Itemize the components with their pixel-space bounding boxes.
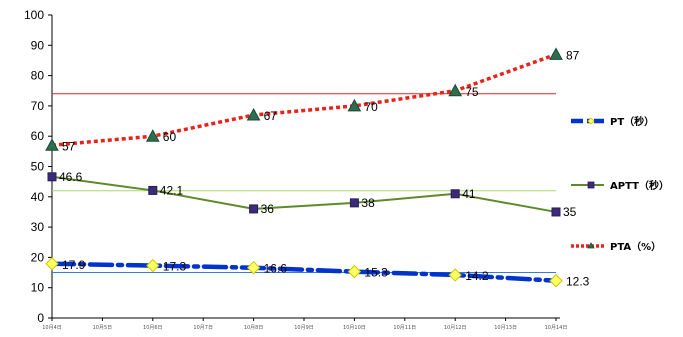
- data-point-marker: [551, 207, 561, 217]
- data-point-marker: [549, 274, 563, 288]
- legend-marker: [587, 242, 595, 249]
- data-point-marker: [145, 129, 160, 142]
- x-tick-label: 10月5日: [93, 325, 113, 331]
- x-tick-label: 10月4日: [42, 325, 62, 331]
- data-label: 57: [62, 139, 76, 153]
- y-tick-label: 100: [24, 8, 44, 22]
- data-point-marker: [450, 189, 460, 199]
- data-point-marker: [549, 47, 563, 60]
- series-lines: [49, 52, 559, 283]
- x-tick-label: 10月8日: [244, 325, 264, 331]
- data-point-marker: [347, 264, 362, 279]
- data-point-marker: [347, 98, 362, 112]
- x-tick-label: 10月11日: [393, 325, 416, 331]
- data-label: 17.3: [163, 260, 187, 274]
- x-tick-label: 10月7日: [193, 325, 213, 331]
- data-point-marker: [246, 260, 261, 275]
- data-label: 16.6: [264, 262, 288, 276]
- data-markers: [45, 47, 563, 288]
- data-label: 12.3: [566, 275, 590, 289]
- reference-lines: [52, 93, 556, 274]
- legend-label: PT（秒）: [610, 115, 654, 128]
- data-point-marker: [45, 138, 59, 151]
- x-tick-label: 10月6日: [143, 325, 163, 331]
- x-tick-label: 10月10日: [343, 325, 366, 331]
- data-label: 75: [465, 85, 479, 99]
- data-point-marker: [148, 185, 158, 195]
- data-point-marker: [246, 107, 261, 121]
- y-tick-label: 20: [31, 250, 45, 264]
- data-point-marker: [249, 204, 259, 214]
- data-label: 17.9: [62, 258, 86, 272]
- data-label: 60: [163, 130, 177, 144]
- y-tick-label: 60: [31, 129, 45, 143]
- data-label: 46.6: [59, 170, 83, 184]
- y-tick-label: 90: [31, 38, 45, 52]
- data-point-marker: [47, 172, 57, 182]
- data-point-marker: [349, 198, 359, 208]
- y-tick-label: 50: [31, 160, 45, 174]
- legend: PT（秒） APTT（秒） PTA（%）: [571, 115, 669, 253]
- data-label: 38: [361, 196, 375, 210]
- x-tick-label: 10月9日: [294, 325, 314, 331]
- data-label: 87: [566, 48, 580, 62]
- data-label: 15.3: [364, 266, 388, 280]
- x-axis-tick-labels: 10月4日 10月5日 10月6日 10月7日 10月8日 10月9日 10月10日 10月1…: [42, 325, 567, 331]
- data-point-marker: [45, 257, 59, 271]
- legend-label: APTT（秒）: [610, 179, 669, 192]
- data-label: 70: [364, 100, 378, 114]
- series-line-1: [49, 261, 559, 283]
- data-point-marker: [448, 83, 463, 97]
- x-tick-label: 10月13日: [494, 325, 517, 331]
- data-point-marker: [146, 258, 160, 273]
- data-label: 36: [261, 202, 275, 216]
- legend-marker: [587, 117, 595, 125]
- y-axis-tick-labels: 0 10 20 30 40 50 60 70 80 90 100: [24, 8, 44, 325]
- y-tick-label: 10: [31, 281, 45, 295]
- y-tick-label: 40: [31, 190, 45, 204]
- data-point-marker: [448, 268, 462, 282]
- series-line-3: [51, 52, 557, 148]
- x-tick-label: 10月12日: [444, 325, 467, 331]
- data-label: 42.1: [160, 183, 184, 197]
- data-label: 14.2: [465, 269, 489, 283]
- y-tick-label: 80: [31, 69, 45, 83]
- data-label: 67: [264, 109, 278, 123]
- legend-label: PTA（%）: [610, 240, 661, 253]
- y-tick-label: 30: [31, 220, 45, 234]
- y-tick-label: 0: [37, 311, 44, 325]
- legend-marker: [587, 181, 595, 189]
- data-label: 41: [462, 187, 476, 201]
- y-tick-label: 70: [31, 99, 45, 113]
- data-labels: 17.9 17.3 16.6 15.3 14.2 12.3 46.6 42.1 36 38 41 35…: [59, 48, 590, 288]
- x-tick-label: 10月14日: [545, 325, 568, 331]
- series-line-2: [51, 175, 557, 213]
- data-label: 35: [563, 205, 577, 219]
